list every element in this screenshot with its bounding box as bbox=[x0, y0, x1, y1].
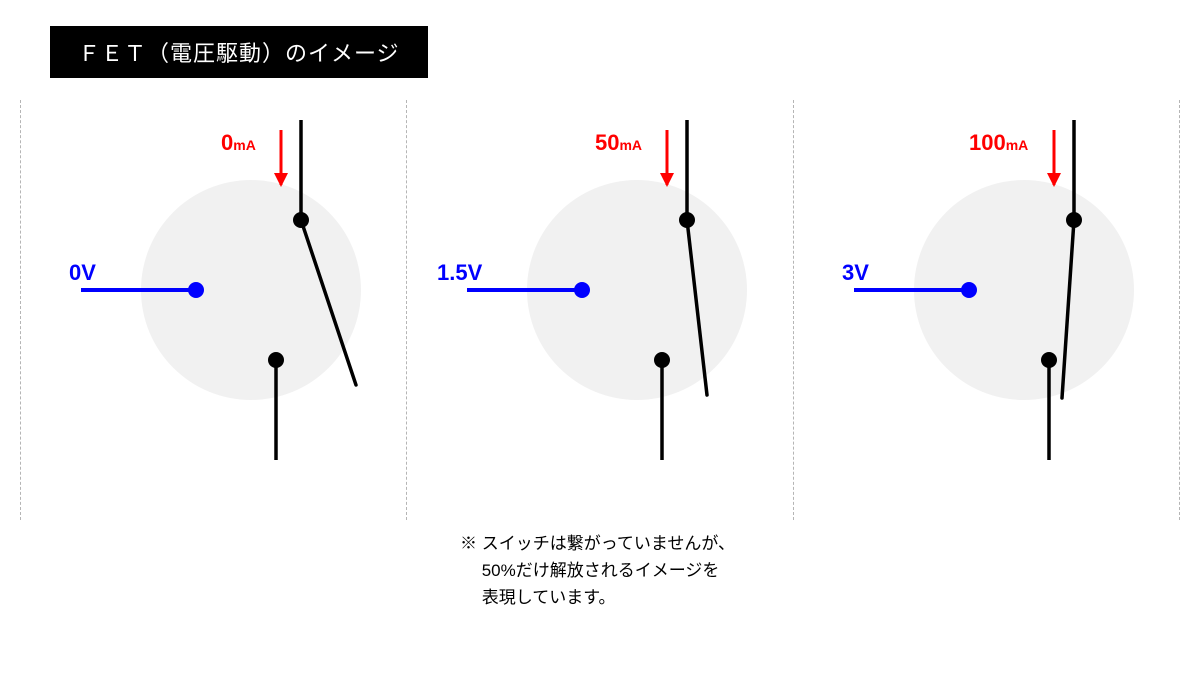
current-label: 0mA bbox=[221, 130, 256, 155]
voltage-label: 0V bbox=[69, 260, 96, 285]
panel-3v: 3V 100mA bbox=[793, 100, 1180, 520]
panel-0v: 0V 0mA bbox=[20, 100, 406, 520]
panels-container: 0V 0mA 1.5V bbox=[20, 100, 1180, 520]
current-label: 50mA bbox=[595, 130, 642, 155]
voltage-label: 1.5V bbox=[437, 260, 483, 285]
footnote: ※ スイッチは繋がっていませんが、 50%だけ解放されるイメージを 表現していま… bbox=[460, 530, 735, 612]
title-text: ＦＥＴ（電圧駆動）のイメージ bbox=[78, 41, 400, 66]
gate-terminal bbox=[574, 282, 590, 298]
title-bar: ＦＥＴ（電圧駆動）のイメージ bbox=[50, 26, 428, 78]
panel-1-5v: 1.5V 50mA bbox=[406, 100, 792, 520]
diagram-3v: 3V 100mA bbox=[794, 100, 1179, 520]
gate-terminal bbox=[961, 282, 977, 298]
diagram-0v: 0V 0mA bbox=[21, 100, 406, 520]
current-label: 100mA bbox=[969, 130, 1028, 155]
diagram-1-5v: 1.5V 50mA bbox=[407, 100, 792, 520]
gate-terminal bbox=[188, 282, 204, 298]
voltage-label: 3V bbox=[842, 260, 869, 285]
